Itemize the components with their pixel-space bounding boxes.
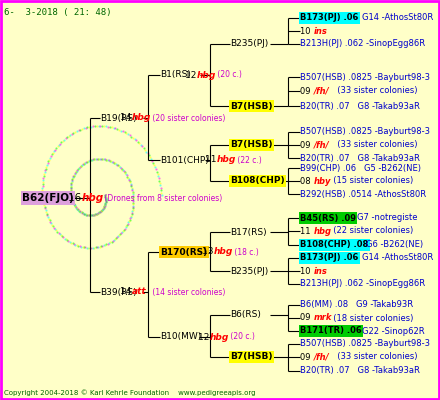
Text: G6 -B262(NE): G6 -B262(NE) <box>367 240 424 250</box>
Text: hbg: hbg <box>314 226 332 236</box>
Text: B213H(PJ) .062 -SinopEgg86R: B213H(PJ) .062 -SinopEgg86R <box>300 40 425 48</box>
Text: B1(RS): B1(RS) <box>160 70 191 80</box>
Text: B19(RS): B19(RS) <box>100 114 137 122</box>
Text: 13: 13 <box>202 248 216 256</box>
Text: G7 -notregiste: G7 -notregiste <box>357 214 417 222</box>
Text: hbg: hbg <box>82 193 104 203</box>
Text: B20(TR) .07   G8 -Takab93aR: B20(TR) .07 G8 -Takab93aR <box>300 154 420 162</box>
Text: (Drones from 8 sister colonies): (Drones from 8 sister colonies) <box>102 194 222 202</box>
Text: B170(RS): B170(RS) <box>160 248 207 256</box>
Text: (22 c.): (22 c.) <box>235 156 262 164</box>
Text: (22 sister colonies): (22 sister colonies) <box>327 226 413 236</box>
Text: B171(TR) .06: B171(TR) .06 <box>300 326 362 336</box>
Text: B235(PJ): B235(PJ) <box>230 266 268 276</box>
Text: (20 c.): (20 c.) <box>228 332 255 342</box>
Text: B39(RS): B39(RS) <box>100 288 137 296</box>
Text: /fh/: /fh/ <box>314 352 330 362</box>
Text: G22 -Sinop62R: G22 -Sinop62R <box>362 326 424 336</box>
Text: B20(TR) .07   G8 -Takab93aR: B20(TR) .07 G8 -Takab93aR <box>300 102 420 110</box>
Text: B173(PJ) .06: B173(PJ) .06 <box>300 14 358 22</box>
Text: B62(FJO): B62(FJO) <box>22 193 74 203</box>
Text: hbg: hbg <box>197 70 216 80</box>
Text: B173(PJ) .06: B173(PJ) .06 <box>300 254 358 262</box>
Text: att: att <box>132 288 147 296</box>
Text: G14 -AthosSt80R: G14 -AthosSt80R <box>362 14 433 22</box>
Text: 08: 08 <box>300 176 316 186</box>
Text: B99(CHP) .06   G5 -B262(NE): B99(CHP) .06 G5 -B262(NE) <box>300 164 421 172</box>
Text: 11: 11 <box>205 156 220 164</box>
Text: mrk: mrk <box>314 314 333 322</box>
Text: 09: 09 <box>300 352 316 362</box>
Text: 10: 10 <box>300 266 316 276</box>
Text: B235(PJ): B235(PJ) <box>230 40 268 48</box>
Text: B507(HSB) .0825 -Bayburt98-3: B507(HSB) .0825 -Bayburt98-3 <box>300 128 430 136</box>
Text: B507(HSB) .0825 -Bayburt98-3: B507(HSB) .0825 -Bayburt98-3 <box>300 340 430 348</box>
Text: (33 sister colonies): (33 sister colonies) <box>332 86 418 96</box>
Text: (33 sister colonies): (33 sister colonies) <box>332 352 418 362</box>
Text: B292(HSB) .0514 -AthosSt80R: B292(HSB) .0514 -AthosSt80R <box>300 190 426 198</box>
Text: (14 sister colonies): (14 sister colonies) <box>150 288 225 296</box>
Text: 10: 10 <box>300 26 316 36</box>
Text: 09: 09 <box>300 314 316 322</box>
Text: (18 c.): (18 c.) <box>232 248 259 256</box>
Text: 12: 12 <box>198 332 212 342</box>
Text: B6(MM) .08   G9 -Takab93R: B6(MM) .08 G9 -Takab93R <box>300 300 413 310</box>
Text: hbg: hbg <box>214 248 233 256</box>
Text: hbg: hbg <box>217 156 236 164</box>
Text: B108(CHP): B108(CHP) <box>230 176 285 186</box>
Text: B507(HSB) .0825 -Bayburt98-3: B507(HSB) .0825 -Bayburt98-3 <box>300 72 430 82</box>
Text: B7(HSB): B7(HSB) <box>230 140 272 150</box>
Text: B45(RS) .09: B45(RS) .09 <box>300 214 356 222</box>
Text: (18 sister colonies): (18 sister colonies) <box>327 314 413 322</box>
Text: 09: 09 <box>300 140 316 150</box>
Text: (20 sister colonies): (20 sister colonies) <box>150 114 225 122</box>
Text: 14: 14 <box>120 288 134 296</box>
Text: hby: hby <box>314 176 331 186</box>
Text: B213H(PJ) .062 -SinopEgg86R: B213H(PJ) .062 -SinopEgg86R <box>300 280 425 288</box>
Text: ins: ins <box>314 266 328 276</box>
Text: ins: ins <box>314 26 328 36</box>
Text: B6(RS): B6(RS) <box>230 310 261 320</box>
Text: B7(HSB): B7(HSB) <box>230 352 272 362</box>
Text: 16: 16 <box>68 193 84 203</box>
Text: hbg: hbg <box>132 114 151 122</box>
Text: /fh/: /fh/ <box>314 86 330 96</box>
Text: 11: 11 <box>300 226 316 236</box>
Text: (20 c.): (20 c.) <box>215 70 242 80</box>
Text: B10(MW): B10(MW) <box>160 332 201 342</box>
Text: G14 -AthosSt80R: G14 -AthosSt80R <box>362 254 433 262</box>
Text: 6-  3-2018 ( 21: 48): 6- 3-2018 ( 21: 48) <box>4 8 111 17</box>
Text: Copyright 2004-2018 © Karl Kehrle Foundation    www.pedigreeapis.org: Copyright 2004-2018 © Karl Kehrle Founda… <box>4 389 256 396</box>
Text: B108(CHP) .08: B108(CHP) .08 <box>300 240 368 250</box>
Text: hbg: hbg <box>210 332 229 342</box>
Text: /fh/: /fh/ <box>314 140 330 150</box>
Text: (33 sister colonies): (33 sister colonies) <box>332 140 418 150</box>
Text: B101(CHP): B101(CHP) <box>160 156 209 164</box>
Text: B20(TR) .07   G8 -Takab93aR: B20(TR) .07 G8 -Takab93aR <box>300 366 420 376</box>
Text: 12: 12 <box>185 70 199 80</box>
Text: (15 sister colonies): (15 sister colonies) <box>327 176 413 186</box>
Text: 14: 14 <box>120 114 134 122</box>
Text: B7(HSB): B7(HSB) <box>230 102 272 110</box>
Text: B17(RS): B17(RS) <box>230 228 267 236</box>
Text: 09: 09 <box>300 86 316 96</box>
